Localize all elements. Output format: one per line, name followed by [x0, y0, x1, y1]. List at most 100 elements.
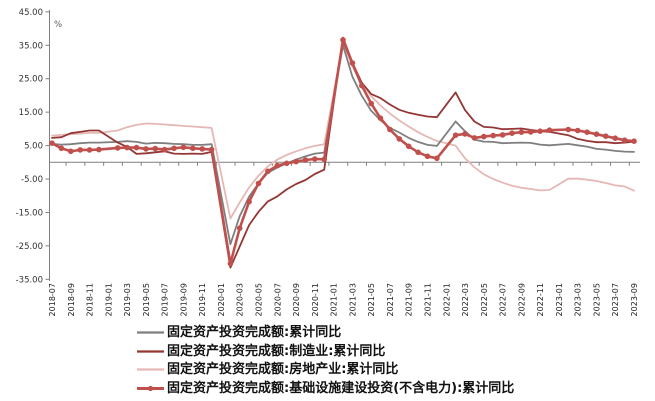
x-tick-label: 2022-11	[536, 283, 545, 316]
legend-label-infrastructure: 固定资产投资完成额:基础设施建设投资(不含电力):累计同比	[167, 380, 515, 396]
data-point-marker	[584, 129, 590, 135]
x-tick-label: 2020-03	[236, 283, 245, 316]
y-tick-label: 5.00	[24, 142, 43, 152]
chart-legend: 固定资产投资完成额:累计同比 固定资产投资完成额:制造业:累计同比 固定资产投资…	[136, 323, 514, 398]
data-point-marker	[208, 146, 215, 153]
x-tick-label: 2023-05	[593, 283, 602, 316]
legend-label-manufacturing: 固定资产投资完成额:制造业:累计同比	[167, 343, 386, 359]
data-point-marker	[68, 148, 74, 155]
x-tick-label: 2018-07	[48, 283, 57, 316]
data-point-marker	[565, 126, 572, 133]
data-point-marker	[593, 131, 600, 137]
data-point-marker	[499, 132, 506, 138]
data-point-marker	[546, 127, 553, 133]
data-point-marker	[481, 133, 487, 140]
series-line-1	[51, 36, 635, 269]
legend-item-manufacturing: 固定资产投资完成额:制造业:累计同比	[136, 342, 514, 361]
data-point-marker	[321, 156, 328, 163]
data-point-marker	[293, 158, 299, 165]
x-tick-label: 2020-01	[217, 283, 226, 316]
x-tick-label: 2022-09	[517, 283, 526, 316]
data-point-marker	[415, 149, 421, 156]
x-tick-label: 2019-07	[161, 283, 170, 316]
data-point-marker	[387, 126, 393, 133]
data-point-marker	[377, 115, 384, 121]
data-point-marker	[302, 157, 309, 163]
y-axis-unit-label: %	[54, 20, 62, 30]
data-point-marker	[133, 144, 140, 151]
x-tick-label: 2023-03	[574, 283, 583, 316]
data-point-marker	[621, 137, 628, 143]
x-tick-label: 2022-03	[461, 283, 470, 316]
x-tick-label: 2023-09	[630, 283, 639, 316]
y-tick-label: 25.00	[19, 75, 43, 85]
legend-label-real-estate: 固定资产投资完成额:房地产业:累计同比	[167, 362, 399, 378]
data-point-marker	[396, 136, 403, 142]
x-tick-label: 2021-11	[424, 283, 433, 316]
x-tick-label: 2022-01	[442, 283, 451, 316]
x-tick-label: 2020-09	[292, 283, 301, 316]
data-point-marker	[612, 135, 619, 141]
data-point-marker	[462, 131, 468, 137]
y-tick-label: 45.00	[19, 8, 43, 18]
data-point-marker	[518, 129, 525, 135]
legend-swatch-infrastructure	[137, 385, 164, 392]
data-point-marker	[152, 145, 159, 152]
legend-item-real-estate: 固定资产投资完成额:房地产业:累计同比	[136, 360, 514, 379]
series-line-3	[50, 38, 636, 265]
data-point-marker	[424, 153, 431, 160]
data-point-marker	[434, 155, 440, 162]
x-tick-label: 2019-09	[179, 283, 188, 316]
data-point-marker	[274, 162, 281, 169]
data-point-marker	[490, 132, 497, 139]
data-point-marker	[58, 145, 65, 152]
data-point-marker	[349, 60, 356, 66]
series-markers-3	[49, 37, 637, 267]
data-point-marker	[574, 127, 581, 134]
x-tick-label: 2020-05	[255, 283, 264, 316]
y-tick-label: -35.00	[16, 275, 43, 285]
x-tick-label: 2018-11	[86, 283, 95, 316]
legend-swatch-real-estate	[137, 368, 164, 371]
y-tick-label: -5.00	[21, 175, 43, 185]
data-point-marker	[603, 133, 609, 139]
x-tick-label: 2021-05	[367, 283, 376, 316]
data-point-marker	[171, 145, 177, 152]
x-tick-label: 2022-05	[480, 283, 489, 316]
data-point-marker	[180, 144, 187, 151]
x-tick-label: 2021-03	[348, 283, 357, 316]
legend-item-total: 固定资产投资完成额:累计同比	[136, 323, 514, 342]
data-point-marker	[246, 198, 252, 205]
data-point-marker	[265, 168, 271, 175]
x-tick-label: 2018-09	[67, 283, 76, 316]
axes: 45.00 35.00 25.00 15.00 5.00 -5.00 -15.00 -25.0…	[16, 8, 640, 316]
data-point-marker	[199, 146, 205, 152]
x-tick-label: 2019-11	[198, 283, 207, 316]
legend-swatch-manufacturing	[137, 349, 164, 353]
data-point-marker	[96, 146, 102, 153]
legend-swatch-total	[137, 331, 164, 334]
data-point-marker	[161, 146, 168, 153]
data-point-marker	[537, 128, 543, 134]
x-tick-label: 2022-07	[499, 283, 508, 316]
x-tick-label: 2019-01	[104, 283, 113, 316]
data-point-marker	[471, 135, 478, 141]
x-tick-label: 2020-11	[311, 283, 320, 316]
x-tick-label: 2023-07	[611, 283, 620, 316]
x-tick-label: 2023-01	[555, 283, 564, 316]
data-point-marker	[359, 82, 365, 89]
legend-label-total: 固定资产投资完成额:累计同比	[167, 324, 342, 340]
x-tick-label: 2021-09	[405, 283, 414, 316]
data-point-marker	[527, 129, 534, 135]
data-point-marker	[312, 156, 318, 162]
data-point-marker	[49, 140, 55, 146]
x-tick-label: 2019-05	[142, 283, 151, 316]
x-tick-label: 2021-07	[386, 283, 395, 316]
data-point-marker	[340, 37, 346, 43]
data-point-marker	[509, 130, 515, 136]
y-tick-label: 35.00	[19, 41, 43, 51]
data-point-marker	[77, 147, 83, 153]
data-point-marker	[114, 145, 121, 151]
